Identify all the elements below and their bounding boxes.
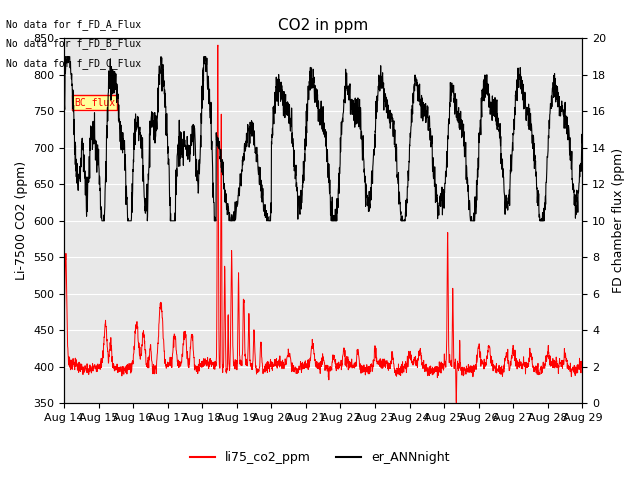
Text: No data for f_FD_C_Flux: No data for f_FD_C_Flux — [6, 58, 141, 69]
Y-axis label: Li-7500 CO2 (ppm): Li-7500 CO2 (ppm) — [15, 161, 28, 280]
Title: CO2 in ppm: CO2 in ppm — [278, 18, 369, 33]
Text: No data for f_FD_A_Flux: No data for f_FD_A_Flux — [6, 19, 141, 30]
Text: No data for f_FD_B_Flux: No data for f_FD_B_Flux — [6, 38, 141, 49]
Text: BC_flux: BC_flux — [74, 97, 115, 108]
Legend: li75_co2_ppm, er_ANNnight: li75_co2_ppm, er_ANNnight — [186, 446, 454, 469]
Y-axis label: FD chamber flux (ppm): FD chamber flux (ppm) — [612, 148, 625, 293]
